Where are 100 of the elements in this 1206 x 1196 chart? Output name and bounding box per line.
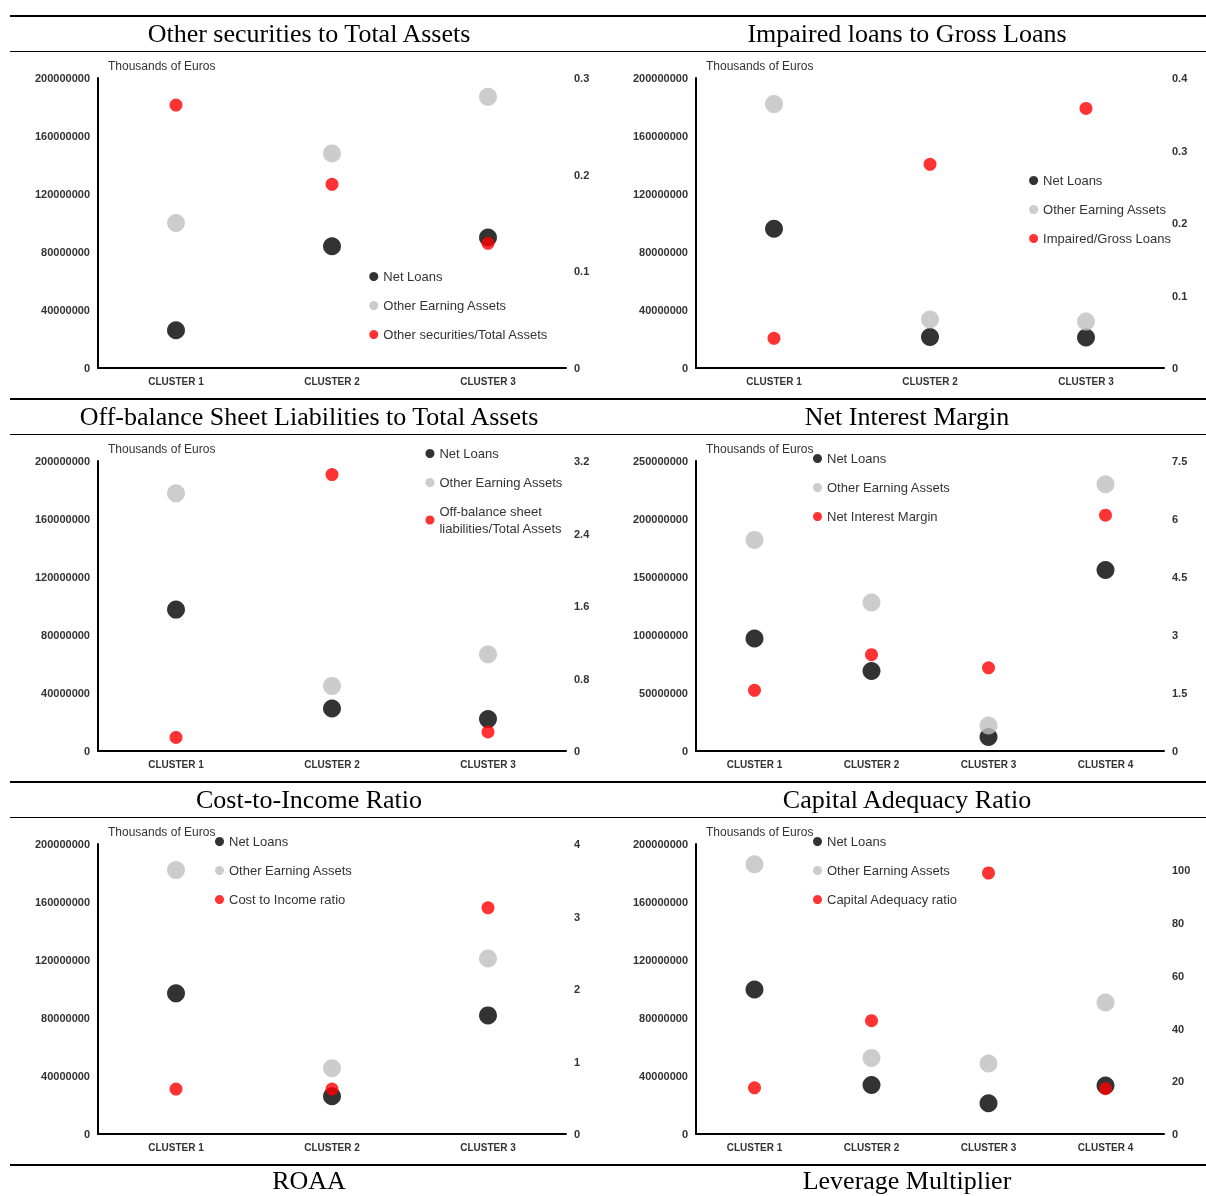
y-tick-label: 200000000 — [34, 455, 90, 467]
legend-label: Other Earning Assets — [1043, 202, 1167, 217]
y2-tick-label: 40 — [1172, 1022, 1185, 1035]
chart-title: Cost-to-Income Ratio — [10, 781, 608, 818]
x-tick-label: CLUSTER 4 — [1077, 758, 1134, 770]
x-tick-label: CLUSTER 1 — [148, 758, 205, 770]
chart-title: Net Interest Margin — [608, 398, 1206, 435]
y-tick-label: 100000000 — [632, 629, 688, 641]
y-tick-label: 120000000 — [34, 571, 90, 583]
y2-tick-label: 0.3 — [1172, 144, 1188, 157]
legend-label: Other Earning Assets — [383, 298, 507, 313]
legend-label: Net Loans — [439, 446, 500, 461]
y2-tick-label: 4 — [574, 838, 581, 850]
y-tick-label: 160000000 — [632, 896, 688, 908]
y-tick-label: 160000000 — [632, 130, 688, 142]
y2-tick-label: 0.2 — [574, 168, 590, 181]
y2-tick-label: 0 — [574, 362, 581, 374]
y-tick-label: 40000000 — [639, 304, 688, 316]
y2-tick-label: 0.3 — [574, 72, 590, 84]
y2-tick-label: 100 — [1172, 864, 1191, 877]
legend-label: Cost to Income ratio — [229, 892, 346, 907]
y-tick-label: 40000000 — [639, 1070, 688, 1082]
x-tick-label: CLUSTER 3 — [460, 1141, 517, 1153]
y-tick-label: 80000000 — [639, 246, 688, 258]
y-tick-label: 80000000 — [41, 1012, 90, 1024]
y-tick-label: 120000000 — [632, 188, 688, 200]
x-tick-label: CLUSTER 3 — [460, 758, 517, 770]
x-tick-label: CLUSTER 3 — [460, 375, 517, 387]
y-tick-label: 120000000 — [34, 188, 90, 200]
legend-label: Other Earning Assets — [439, 475, 563, 490]
y2-tick-label: 0.8 — [574, 672, 590, 685]
x-tick-label: CLUSTER 2 — [843, 758, 900, 770]
x-tick-label: CLUSTER 1 — [726, 1141, 783, 1153]
legend-label: Other Earning Assets — [827, 863, 951, 878]
x-tick-label: CLUSTER 3 — [960, 758, 1017, 770]
legend-label: Net Loans — [1043, 173, 1103, 188]
legend-label: Net Loans — [827, 834, 887, 849]
y-tick-label: 120000000 — [34, 954, 90, 966]
y-tick-label: 50000000 — [639, 687, 688, 699]
legend-label: Net Loans — [827, 451, 887, 466]
y-tick-label: 160000000 — [34, 130, 90, 142]
text: ROAA — [10, 1164, 608, 1196]
x-tick-label: CLUSTER 3 — [1058, 375, 1115, 387]
y-tick-label: 200000000 — [34, 72, 90, 84]
y2-tick-label: 60 — [1172, 969, 1185, 982]
y-tick-label: 200000000 — [632, 838, 688, 850]
y-tick-label: 0 — [83, 362, 90, 374]
legend-label: Net Loans — [383, 269, 444, 284]
y2-tick-label: 3.2 — [574, 455, 590, 467]
legend-label: Impaired/Gross Loans — [1043, 231, 1172, 246]
y-tick-label: 120000000 — [632, 954, 688, 966]
y-tick-label: 40000000 — [41, 304, 90, 316]
y2-tick-label: 0.1 — [574, 265, 590, 278]
y-tick-label: 80000000 — [41, 246, 90, 258]
legend-label: Other Earning Assets — [827, 480, 951, 495]
x-tick-label: CLUSTER 4 — [1077, 1141, 1134, 1153]
y2-tick-label: 0.4 — [1172, 72, 1189, 84]
chart-title: Other securities to Total Assets — [10, 15, 608, 52]
x-tick-label: CLUSTER 2 — [304, 1141, 361, 1153]
y2-tick-label: 1.6 — [574, 600, 590, 612]
x-tick-label: CLUSTER 1 — [148, 375, 205, 387]
y2-tick-label: 2.4 — [574, 527, 591, 540]
y2-tick-label: 0 — [574, 1128, 581, 1140]
legend-label: Off-balance sheet liabilities/Total Assets — [439, 504, 563, 536]
y2-tick-label: 4.5 — [1172, 571, 1188, 583]
y2-tick-label: 1 — [574, 1055, 581, 1068]
y2-tick-label: 0 — [1172, 362, 1179, 374]
legend-label: Net Loans — [229, 834, 289, 849]
y2-tick-label: 6 — [1172, 513, 1179, 525]
y-tick-label: 200000000 — [632, 72, 688, 84]
x-tick-label: CLUSTER 3 — [960, 1141, 1017, 1153]
x-tick-label: CLUSTER 2 — [304, 375, 361, 387]
y-axis-title: Thousands of Euros — [706, 825, 814, 839]
y-tick-label: 40000000 — [41, 1070, 90, 1082]
x-tick-label: CLUSTER 1 — [148, 1141, 205, 1153]
legend-label: Capital Adequacy ratio — [827, 892, 958, 907]
x-tick-label: CLUSTER 2 — [843, 1141, 900, 1153]
y2-tick-label: 0 — [574, 745, 581, 757]
y-axis-title: Thousands of Euros — [706, 59, 814, 73]
y-tick-label: 200000000 — [34, 838, 90, 850]
y-tick-label: 80000000 — [639, 1012, 688, 1024]
x-tick-label: CLUSTER 2 — [902, 375, 959, 387]
y-axis-title: Thousands of Euros — [108, 825, 216, 839]
y2-tick-label: 0.1 — [1172, 289, 1188, 302]
x-tick-label: CLUSTER 1 — [746, 375, 803, 387]
y2-tick-label: 80 — [1172, 917, 1185, 930]
y-tick-label: 0 — [681, 1128, 688, 1140]
y2-tick-label: 0 — [1172, 745, 1179, 757]
text: Leverage Multiplier — [608, 1164, 1206, 1196]
y-tick-label: 160000000 — [34, 513, 90, 525]
y-axis-title: Thousands of Euros — [108, 442, 216, 456]
y-tick-label: 160000000 — [34, 896, 90, 908]
legend-label: Other securities/Total Assets — [383, 327, 548, 342]
y-tick-label: 0 — [83, 1128, 90, 1140]
x-tick-label: CLUSTER 2 — [304, 758, 361, 770]
legend-label: Net Interest Margin — [827, 509, 938, 524]
chart-title: Off-balance Sheet Liabilities to Total Assets — [10, 398, 608, 435]
y2-tick-label: 3 — [1172, 629, 1179, 641]
chart-title: Impaired loans to Gross Loans — [608, 15, 1206, 52]
y2-tick-label: 1.5 — [1172, 687, 1188, 699]
